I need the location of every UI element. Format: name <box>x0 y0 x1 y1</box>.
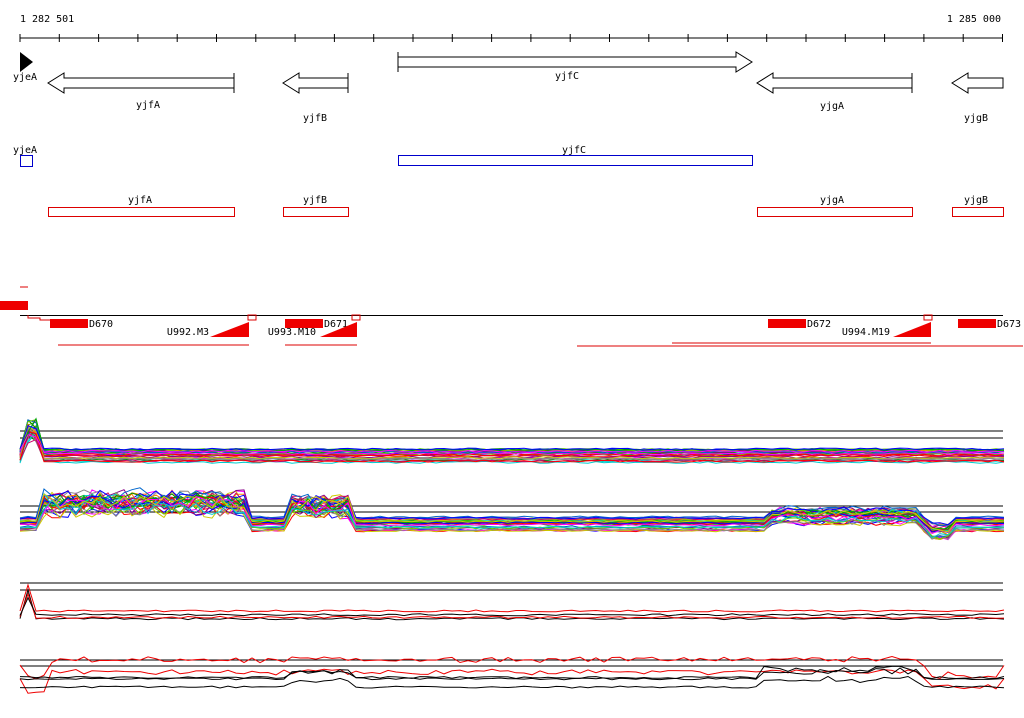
rna-label: yjgA <box>820 195 844 206</box>
ruler-end: 1 285 000 <box>947 14 1001 25</box>
track-line <box>19 419 1005 452</box>
track-line <box>19 493 1005 534</box>
rna-label: yjfA <box>128 195 152 206</box>
track-line <box>19 419 1005 453</box>
expression-tracks <box>19 417 1005 694</box>
gene-arrow <box>397 51 753 73</box>
rna-box <box>48 207 235 217</box>
track-line <box>19 419 1005 454</box>
rna-label: yjgB <box>964 195 988 206</box>
feature-triangle <box>320 322 357 337</box>
cds-box <box>20 155 33 167</box>
track-line <box>19 429 1005 458</box>
track-line <box>19 665 1005 680</box>
track-line <box>19 592 1005 619</box>
gene-label: yjgA <box>820 101 844 112</box>
track-line <box>19 417 1004 452</box>
track-line <box>19 596 1005 617</box>
track-line <box>19 430 1005 464</box>
rna-box <box>952 207 1004 217</box>
feature-triangle <box>210 322 249 337</box>
track-line <box>19 428 1005 452</box>
gene-label: yjfA <box>136 100 160 111</box>
gene-label: yjfC <box>555 71 579 82</box>
cds-label: yjeA <box>13 145 37 156</box>
track-line <box>19 498 1005 540</box>
rna-label: yjfB <box>303 195 327 206</box>
track-line <box>19 583 1005 613</box>
feature-block <box>50 319 88 328</box>
feature-block <box>285 319 323 328</box>
rna-box <box>757 207 913 217</box>
ruler-ticks <box>19 34 1003 42</box>
rna-box <box>283 207 349 217</box>
feature-label: U992.M3 <box>167 327 209 338</box>
track-line <box>19 434 1005 453</box>
track-line <box>19 498 1005 539</box>
feature-block <box>768 319 806 328</box>
feature-label: U993.M10 <box>268 327 316 338</box>
track-line <box>19 417 1005 452</box>
gene-label: yjgB <box>964 113 988 124</box>
feature-block <box>958 319 996 328</box>
cds-box <box>398 155 753 166</box>
track-line <box>19 431 1005 463</box>
ruler-start: 1 282 501 <box>20 14 74 25</box>
feature-label: D673 <box>997 319 1021 330</box>
gene-arrow <box>20 52 33 72</box>
gene-arrow <box>282 72 349 94</box>
gene-arrow <box>951 72 1004 94</box>
track-line <box>19 425 1005 451</box>
track-line <box>19 425 1005 461</box>
track-line <box>19 425 1005 460</box>
feature-label: U994.M19 <box>842 327 890 338</box>
track-line <box>19 420 1005 456</box>
track-line <box>19 493 1005 533</box>
feature-triangle <box>893 322 931 337</box>
track-line <box>19 495 1005 535</box>
cds-label: yjfC <box>562 145 586 156</box>
feature-label: D672 <box>807 319 831 330</box>
track-line <box>19 419 1005 452</box>
gene-arrow <box>756 72 913 94</box>
feature-label: D671 <box>324 319 348 330</box>
track-line <box>19 588 1005 621</box>
track-line <box>19 502 1005 541</box>
feature-label: D670 <box>89 319 113 330</box>
feature-block <box>0 301 28 310</box>
track-line <box>19 667 1005 681</box>
gene-arrow <box>47 72 235 94</box>
track-line <box>19 675 1005 689</box>
gene-label: yjeA <box>13 72 37 83</box>
track-line <box>19 655 1005 680</box>
gene-label: yjfB <box>303 113 327 124</box>
